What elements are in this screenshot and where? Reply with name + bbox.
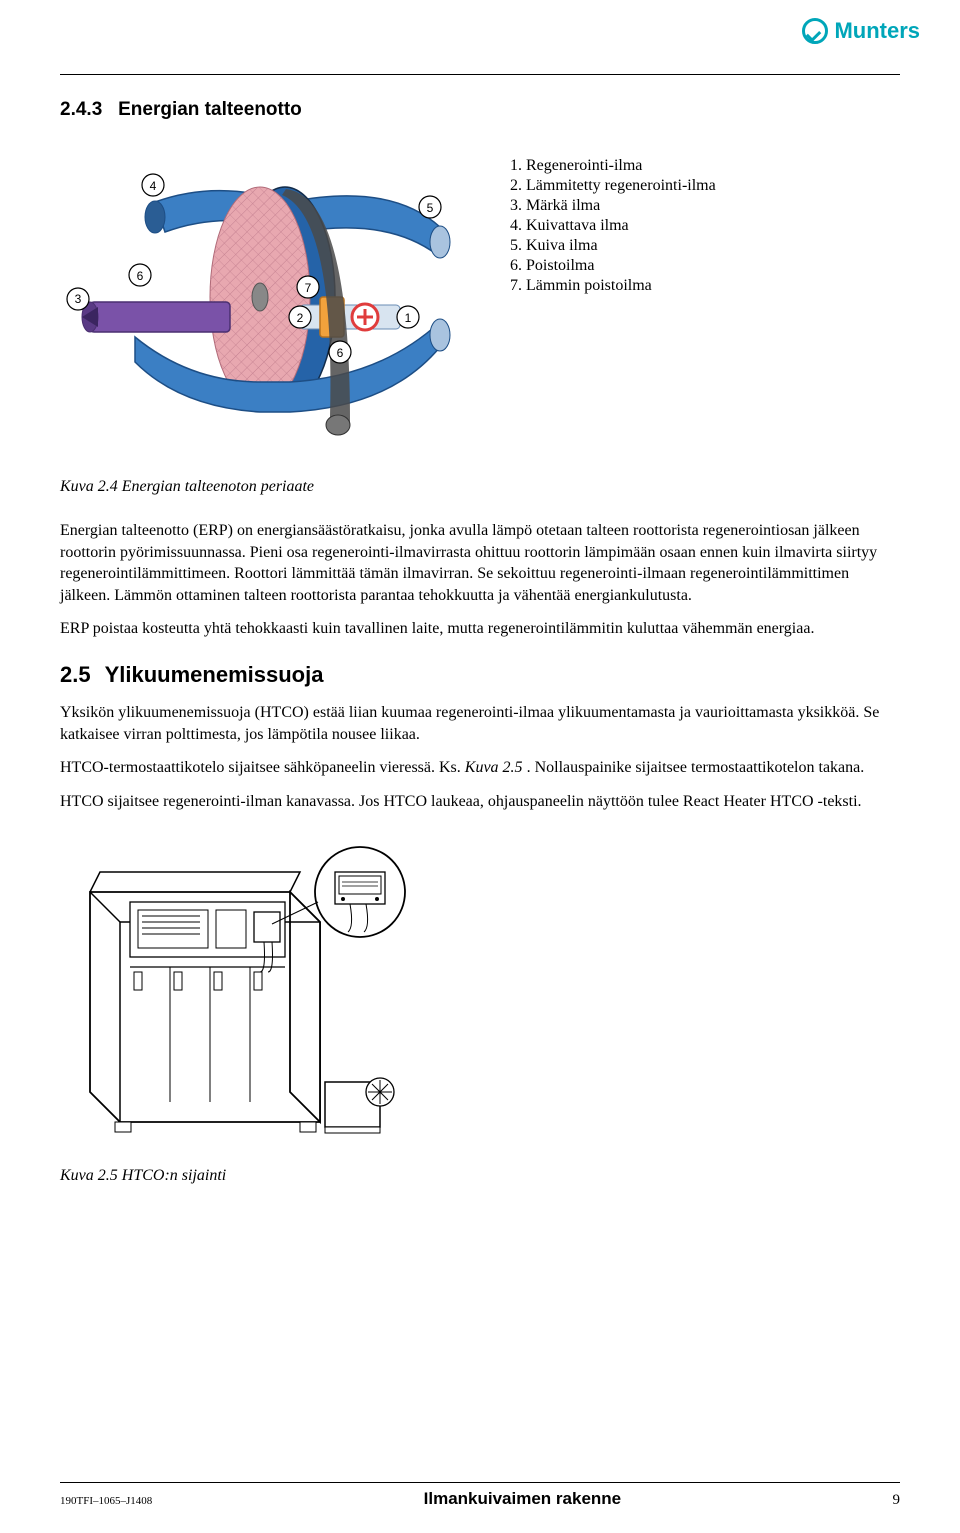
footer-page-number: 9 xyxy=(892,1492,900,1509)
figure-2-5-diagram xyxy=(60,832,900,1157)
fig-label-2: 2 xyxy=(297,311,304,325)
fig-label-6b: 6 xyxy=(337,346,344,360)
brand-check-icon xyxy=(802,18,828,44)
legend-item: 6. Poistoilma xyxy=(510,257,900,275)
section-title: Energian talteenotto xyxy=(118,99,302,120)
legend-item: 4. Kuivattava ilma xyxy=(510,217,900,235)
section-number: 2.5 xyxy=(60,662,91,687)
figure-2-4: 3 4 5 6 7 2 1 6 xyxy=(60,147,900,452)
section-title: Ylikuumenemissuoja xyxy=(105,662,324,687)
fig-label-5: 5 xyxy=(427,201,434,215)
body-paragraph: Energian talteenotto (ERP) on energiansä… xyxy=(60,520,900,606)
section-heading-2-4-3: 2.4.3 Energian talteenotto xyxy=(60,99,900,121)
top-rule xyxy=(60,74,900,75)
brand-name: Munters xyxy=(834,18,920,44)
footer-section-title: Ilmankuivaimen rakenne xyxy=(424,1489,621,1509)
figure-2-4-caption: Kuva 2.4 Energian talteenoton periaate xyxy=(60,478,900,496)
figure-2-4-legend: 1. Regenerointi-ilma 2. Lämmitetty regen… xyxy=(510,147,900,452)
fig-label-1: 1 xyxy=(405,311,412,325)
figure-2-4-diagram: 3 4 5 6 7 2 1 6 xyxy=(60,147,480,452)
footer-rule xyxy=(60,1482,900,1483)
legend-item: 2. Lämmitetty regenerointi-ilma xyxy=(510,177,900,195)
legend-item: 1. Regenerointi-ilma xyxy=(510,157,900,175)
fig-label-6a: 6 xyxy=(137,269,144,283)
section-heading-2-5: 2.5 Ylikuumenemissuoja xyxy=(60,662,900,688)
section-number: 2.4.3 xyxy=(60,99,102,120)
body-paragraph: ERP poistaa kosteutta yhtä tehokkaasti k… xyxy=(60,618,900,640)
body-paragraph: HTCO sijaitsee regenerointi-ilman kanava… xyxy=(60,791,900,813)
legend-item: 5. Kuiva ilma xyxy=(510,237,900,255)
fig-label-7: 7 xyxy=(305,281,312,295)
legend-item: 3. Märkä ilma xyxy=(510,197,900,215)
body-paragraph: Yksikön ylikuumenemissuoja (HTCO) estää … xyxy=(60,702,900,745)
page-footer: 190TFI–1065–J1408 Ilmankuivaimen rakenne… xyxy=(60,1482,900,1509)
fig-label-3: 3 xyxy=(75,292,82,306)
fig-label-4: 4 xyxy=(150,179,157,193)
brand-logo-block: Munters xyxy=(802,18,920,44)
body-paragraph: HTCO-termostaattikotelo sijaitsee sähköp… xyxy=(60,757,900,779)
figure-2-5-caption: Kuva 2.5 HTCO:n sijainti xyxy=(60,1167,900,1185)
legend-item: 7. Lämmin poistoilma xyxy=(510,277,900,295)
footer-doc-id: 190TFI–1065–J1408 xyxy=(60,1495,152,1507)
